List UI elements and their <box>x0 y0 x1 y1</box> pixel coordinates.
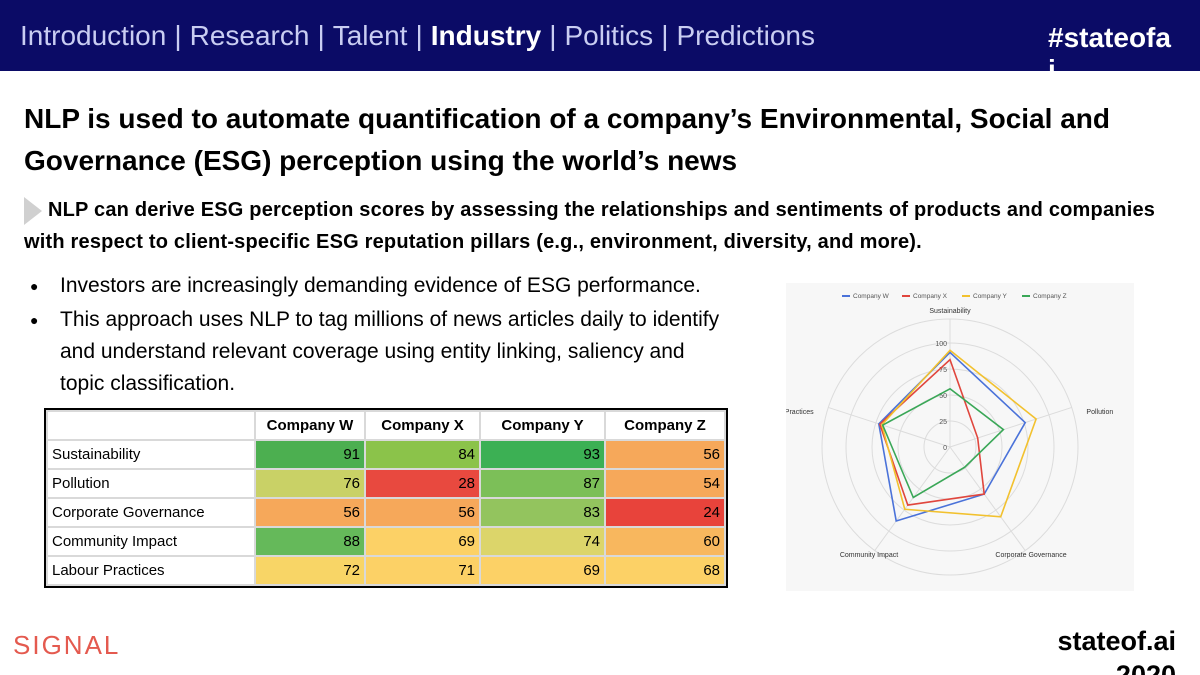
table-row: Labour Practices 72 71 69 68 <box>46 555 726 586</box>
radar-spoke <box>874 446 951 551</box>
nav-separator: | <box>549 20 557 51</box>
subheading: NLP can derive ESG perception scores by … <box>24 194 1174 258</box>
slide-title: NLP is used to automate quantification o… <box>24 103 1110 176</box>
radar-axis-label: Sustainability <box>929 308 971 315</box>
score-cell: 60 <box>604 526 726 557</box>
score-cell: 71 <box>364 555 481 586</box>
score-cell: 24 <box>604 497 726 528</box>
score-cell: 87 <box>479 468 606 499</box>
score-cell: 54 <box>604 468 726 499</box>
footer-site: stateof.ai 2020 <box>1057 626 1176 675</box>
row-label: Labour Practices <box>46 555 256 586</box>
nav-item-industry[interactable]: Industry <box>430 20 542 51</box>
radar-chart-panel: 0 25 50 75 100 Sustainability Pollution Corpora… <box>761 283 1134 591</box>
legend-label: Company Y <box>973 293 1008 300</box>
score-cell: 69 <box>479 555 606 586</box>
radar-tick-label: 0 <box>943 445 947 452</box>
row-label: Pollution <box>46 468 256 499</box>
radar-series-company-x <box>878 358 986 506</box>
radar-tick-label: 25 <box>939 419 947 426</box>
score-cell: 91 <box>254 439 366 470</box>
radar-axis-label: Pollution <box>1086 409 1113 416</box>
top-nav-bar: Introduction | Research | Talent | Industry | Po… <box>0 0 1200 71</box>
radar-spoke <box>949 406 1072 448</box>
radar-axis-label: Corporate Governance <box>995 552 1066 559</box>
legend-label: Company Z <box>1033 293 1067 300</box>
column-header: Company Z <box>604 410 726 441</box>
row-label: Sustainability <box>46 439 256 470</box>
table-corner-cell <box>46 410 256 441</box>
section-nav: Introduction | Research | Talent | Industry | Po… <box>20 20 815 52</box>
radar-tick-label: 75 <box>939 367 947 374</box>
esg-score-table: Company W Company X Company Y Company Z … <box>44 408 728 588</box>
table-row: Pollution 76 28 87 54 <box>46 468 726 499</box>
radar-series-company-z <box>881 387 1005 499</box>
column-header: Company W <box>254 410 366 441</box>
bullet-list: Investors are increasingly demanding evi… <box>30 270 730 402</box>
row-label: Corporate Governance <box>46 497 256 528</box>
nav-separator: | <box>661 20 669 51</box>
radar-spoke <box>949 446 1026 551</box>
score-cell: 56 <box>364 497 481 528</box>
nav-item-research[interactable]: Research <box>189 20 310 51</box>
nav-item-politics[interactable]: Politics <box>564 20 654 51</box>
score-cell: 28 <box>364 468 481 499</box>
table-row: Sustainability 91 84 93 56 <box>46 439 726 470</box>
bullet-item: This approach uses NLP to tag millions o… <box>30 304 730 400</box>
radar-series-company-y <box>880 349 1038 518</box>
subheading-text: NLP can derive ESG perception scores by … <box>24 199 1156 253</box>
legend-label: Company W <box>853 293 890 300</box>
score-cell: 68 <box>604 555 726 586</box>
arrow-icon <box>24 196 42 225</box>
bullet-item: Investors are increasingly demanding evi… <box>30 270 730 302</box>
score-cell: 56 <box>254 497 366 528</box>
row-label: Community Impact <box>46 526 256 557</box>
nav-separator: | <box>415 20 423 51</box>
radar-spoke <box>828 406 951 448</box>
nav-separator: | <box>174 20 182 51</box>
nav-separator: | <box>317 20 325 51</box>
score-cell: 88 <box>254 526 366 557</box>
score-cell: 74 <box>479 526 606 557</box>
column-header: Company Y <box>479 410 606 441</box>
nav-item-talent[interactable]: Talent <box>332 20 408 51</box>
signal-logo: SIGNAL <box>13 630 121 660</box>
score-cell: 76 <box>254 468 366 499</box>
radar-series-company-w <box>877 351 1027 523</box>
score-cell: 56 <box>604 439 726 470</box>
radar-tick-label: 50 <box>939 393 947 400</box>
score-cell: 72 <box>254 555 366 586</box>
score-cell: 84 <box>364 439 481 470</box>
table-row: Community Impact 88 69 74 60 <box>46 526 726 557</box>
radar-axis-label: Labour Practices <box>786 409 814 416</box>
nav-item-predictions[interactable]: Predictions <box>676 20 815 51</box>
nav-item-introduction[interactable]: Introduction <box>20 20 167 51</box>
table-row: Corporate Governance 56 56 83 24 <box>46 497 726 528</box>
score-cell: 69 <box>364 526 481 557</box>
table-header-row: Company W Company X Company Y Company Z <box>46 410 726 441</box>
column-header: Company X <box>364 410 481 441</box>
legend-label: Company X <box>913 293 948 300</box>
hashtag: #stateofai <box>1048 22 1171 71</box>
score-cell: 83 <box>479 497 606 528</box>
radar-axis-label: Community Impact <box>840 552 898 559</box>
score-cell: 93 <box>479 439 606 470</box>
radar-tick-label: 100 <box>935 341 947 348</box>
radar-chart: 0 25 50 75 100 Sustainability Pollution Corpora… <box>761 293 1113 576</box>
